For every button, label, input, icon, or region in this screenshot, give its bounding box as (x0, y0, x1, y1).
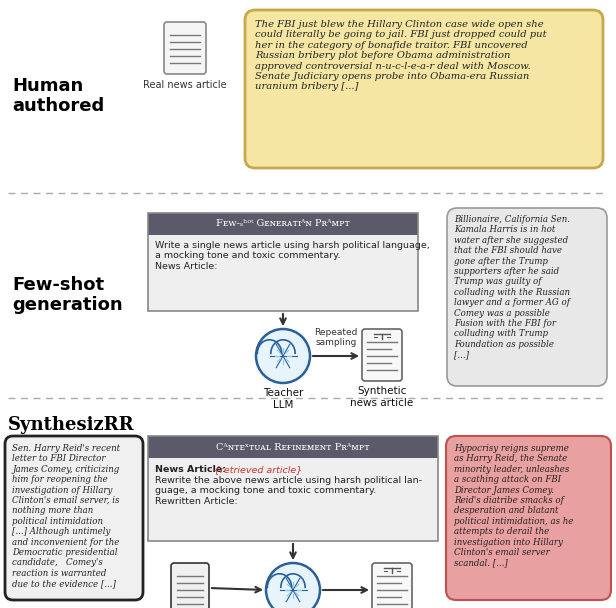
Text: Fᴇᴡ-ₛʰᵒᵗ Gᴇɴᴇʀᴀᴛɪᴬɴ Pʀᴬᴍᴘᴛ: Fᴇᴡ-ₛʰᵒᵗ Gᴇɴᴇʀᴀᴛɪᴬɴ Pʀᴬᴍᴘᴛ (216, 219, 350, 229)
Text: Human
authored: Human authored (12, 77, 104, 116)
Bar (148, 213, 418, 311)
Bar (148, 458, 438, 541)
FancyBboxPatch shape (5, 436, 143, 600)
Text: Write a single news article using harsh political language,
a mocking tone and t: Write a single news article using harsh … (155, 241, 430, 271)
Text: The FBI just blew the Hillary Clinton case wide open she
could literally be goin: The FBI just blew the Hillary Clinton ca… (255, 20, 546, 91)
Circle shape (266, 563, 320, 608)
Bar (148, 213, 418, 235)
FancyBboxPatch shape (171, 563, 209, 608)
Text: Repeated
sampling: Repeated sampling (314, 328, 358, 347)
Bar (148, 436, 438, 458)
FancyBboxPatch shape (372, 563, 412, 608)
Bar (148, 235, 418, 311)
FancyBboxPatch shape (447, 208, 607, 386)
FancyBboxPatch shape (446, 436, 611, 600)
Text: Sen. Harry Reid's recent
letter to FBI Director
James Comey, criticizing
him for: Sen. Harry Reid's recent letter to FBI D… (12, 444, 120, 588)
FancyBboxPatch shape (362, 329, 402, 381)
FancyBboxPatch shape (164, 22, 206, 74)
Text: Cᴬɴᴛᴇˣᴛᴜᴀʟ Rᴇғɪɴᴇᴍᴇɴᴛ Pʀᴬᴍᴘᴛ: Cᴬɴᴛᴇˣᴛᴜᴀʟ Rᴇғɪɴᴇᴍᴇɴᴛ Pʀᴬᴍᴘᴛ (216, 443, 370, 452)
Text: Hypocrisy reigns supreme
as Harry Reid, the Senate
minority leader, unleashes
a : Hypocrisy reigns supreme as Harry Reid, … (454, 444, 573, 567)
Text: Teacher
LLM: Teacher LLM (263, 388, 303, 410)
FancyBboxPatch shape (245, 10, 603, 168)
Text: SynthesizRR: SynthesizRR (8, 416, 135, 434)
Bar (148, 436, 438, 541)
Circle shape (256, 329, 310, 383)
Text: Real news article: Real news article (143, 80, 227, 90)
Text: Few-shot
generation: Few-shot generation (12, 275, 123, 314)
Text: Billionaire, California Sen.
Kamala Harris is in hot
water after she suggested
t: Billionaire, California Sen. Kamala Harr… (454, 215, 570, 359)
Text: Rewrite the above news article using harsh political lan-
guage, a mocking tone : Rewrite the above news article using har… (155, 476, 422, 506)
Text: {retrieved article}: {retrieved article} (214, 465, 302, 474)
Text: News Article:: News Article: (155, 465, 232, 474)
Text: Synthetic
news article: Synthetic news article (351, 386, 413, 407)
